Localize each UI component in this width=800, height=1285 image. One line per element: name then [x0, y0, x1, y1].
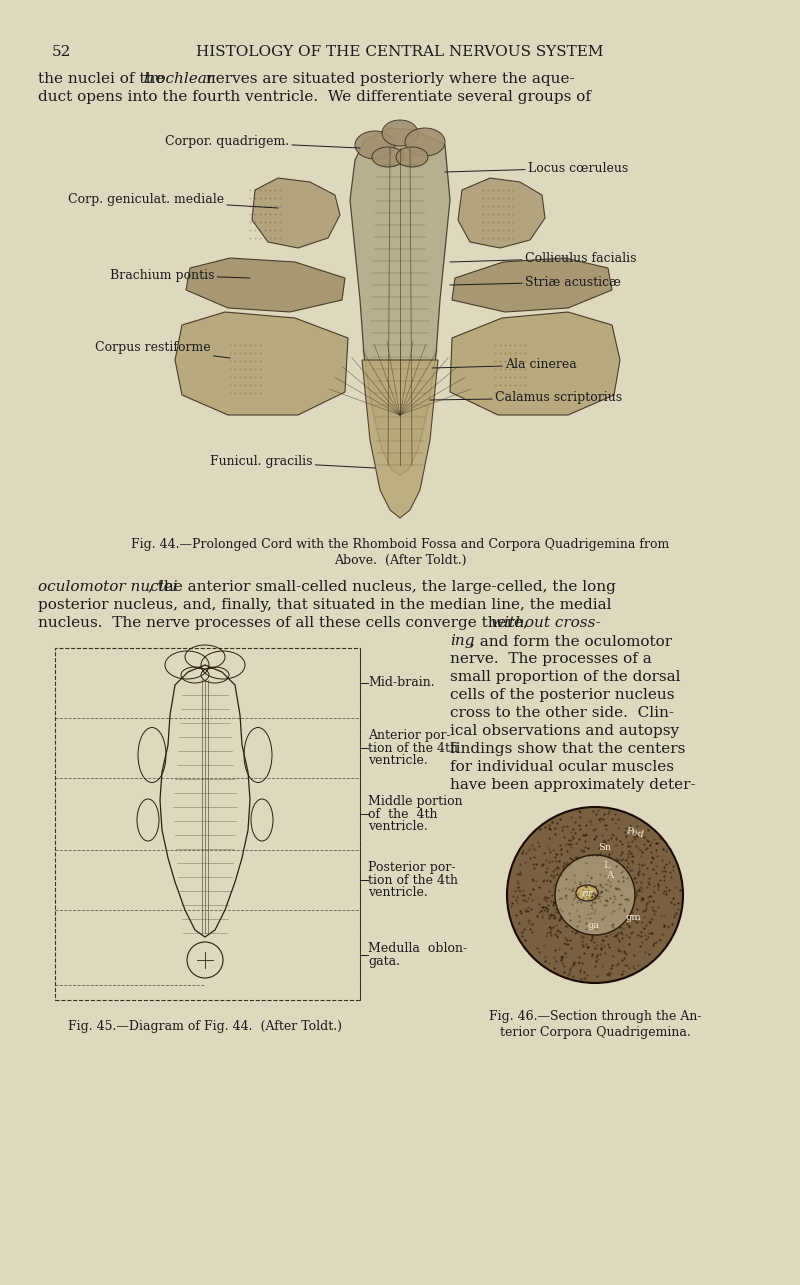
Text: Above.  (After Toldt.): Above. (After Toldt.): [334, 554, 466, 567]
Text: Fig. 44.—Prolonged Cord with the Rhomboid Fossa and Corpora Quadrigemina from: Fig. 44.—Prolonged Cord with the Rhomboi…: [131, 538, 669, 551]
Bar: [55, 648, 360, 1000]
Text: L: L: [604, 861, 610, 870]
Text: A: A: [606, 870, 614, 879]
Text: Posterior por-: Posterior por-: [368, 861, 455, 875]
Text: gata.: gata.: [368, 955, 400, 968]
Text: nerve.  The processes of a: nerve. The processes of a: [450, 651, 652, 666]
Text: , the anterior small-celled nucleus, the large-celled, the long: , the anterior small-celled nucleus, the…: [148, 580, 616, 594]
Ellipse shape: [382, 120, 418, 146]
Text: findings show that the centers: findings show that the centers: [450, 741, 686, 756]
Text: cells of the posterior nucleus: cells of the posterior nucleus: [450, 687, 674, 702]
Text: Fig. 45.—Diagram of Fig. 44.  (After Toldt.): Fig. 45.—Diagram of Fig. 44. (After Told…: [68, 1020, 342, 1033]
Ellipse shape: [396, 146, 428, 167]
Text: Corp. geniculat. mediale: Corp. geniculat. mediale: [68, 194, 278, 208]
Polygon shape: [350, 128, 450, 475]
Text: Striæ acusticæ: Striæ acusticæ: [450, 275, 621, 289]
Text: ing: ing: [450, 634, 474, 648]
Ellipse shape: [355, 131, 395, 159]
Circle shape: [507, 807, 683, 983]
Polygon shape: [252, 179, 340, 248]
Text: HISTOLOGY OF THE CENTRAL NERVOUS SYSTEM: HISTOLOGY OF THE CENTRAL NERVOUS SYSTEM: [196, 45, 604, 59]
Text: Fig. 46.—Section through the An-: Fig. 46.—Section through the An-: [489, 1010, 702, 1023]
Text: Brachium pontis: Brachium pontis: [110, 269, 250, 281]
Text: tion of the 4th: tion of the 4th: [368, 874, 458, 887]
Text: Colliculus facialis: Colliculus facialis: [450, 252, 637, 265]
Text: Medulla  oblon-: Medulla oblon-: [368, 942, 467, 956]
Text: Ala cinerea: Ala cinerea: [432, 359, 577, 371]
Text: small proportion of the dorsal: small proportion of the dorsal: [450, 669, 681, 684]
Text: tion of the 4th: tion of the 4th: [368, 741, 458, 754]
Text: ventricle.: ventricle.: [368, 753, 428, 766]
Text: trochlear: trochlear: [143, 72, 214, 86]
Polygon shape: [458, 179, 545, 248]
Text: cross to the other side.  Clin-: cross to the other side. Clin-: [450, 705, 674, 720]
Text: nerves are situated posteriorly where the aque-: nerves are situated posteriorly where th…: [201, 72, 574, 86]
Text: oculomotor nuclei: oculomotor nuclei: [38, 580, 178, 594]
Text: Corpor. quadrigem.: Corpor. quadrigem.: [165, 135, 360, 149]
Text: gm: gm: [625, 912, 641, 921]
Text: Corpus restiforme: Corpus restiforme: [95, 342, 230, 359]
Text: have been approximately deter-: have been approximately deter-: [450, 777, 696, 792]
Text: ventricle.: ventricle.: [368, 820, 428, 833]
Text: Calamus scriptorius: Calamus scriptorius: [430, 392, 622, 405]
Text: duct opens into the fourth ventricle.  We differentiate several groups of: duct opens into the fourth ventricle. We…: [38, 90, 591, 104]
Text: terior Corpora Quadrigemina.: terior Corpora Quadrigemina.: [500, 1025, 690, 1040]
Text: Sn: Sn: [598, 843, 611, 852]
Polygon shape: [186, 258, 345, 312]
Text: Middle portion: Middle portion: [368, 795, 462, 808]
Polygon shape: [452, 258, 612, 312]
Polygon shape: [175, 312, 348, 415]
Text: nr: nr: [581, 888, 593, 897]
Text: Mid-brain.: Mid-brain.: [368, 676, 434, 690]
Text: ga: ga: [587, 920, 599, 929]
Text: Anterior por-: Anterior por-: [368, 730, 450, 743]
Polygon shape: [362, 360, 438, 518]
Ellipse shape: [405, 128, 445, 155]
Text: of  the  4th: of the 4th: [368, 807, 438, 821]
Text: the nuclei of the: the nuclei of the: [38, 72, 170, 86]
Circle shape: [555, 855, 635, 935]
Text: , and form the oculomotor: , and form the oculomotor: [470, 634, 672, 648]
Text: posterior nucleus, and, finally, that situated in the median line, the medial: posterior nucleus, and, finally, that si…: [38, 598, 611, 612]
Polygon shape: [450, 312, 620, 415]
Text: 52: 52: [52, 45, 71, 59]
Text: nucleus.  The nerve processes of all these cells converge there,: nucleus. The nerve processes of all thes…: [38, 616, 533, 630]
Ellipse shape: [372, 146, 404, 167]
Text: ventricle.: ventricle.: [368, 885, 428, 898]
Ellipse shape: [576, 885, 598, 901]
Text: ical observations and autopsy: ical observations and autopsy: [450, 723, 679, 738]
Text: for individual ocular muscles: for individual ocular muscles: [450, 759, 674, 774]
Text: without cross-: without cross-: [491, 616, 601, 630]
Text: Ped: Ped: [625, 826, 645, 839]
Text: Locus cœruleus: Locus cœruleus: [445, 162, 628, 175]
Text: Funicul. gracilis: Funicul. gracilis: [210, 455, 375, 469]
